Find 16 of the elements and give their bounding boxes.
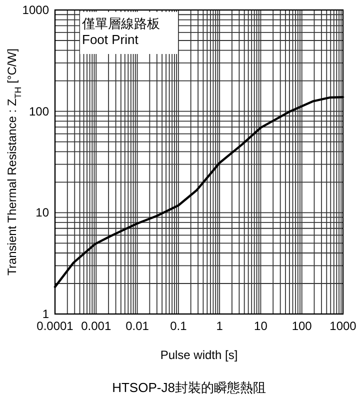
annotation: Foot Print <box>82 32 139 47</box>
x-tick-label: 0.01 <box>126 319 150 333</box>
x-tick-label: 0.1 <box>170 319 188 333</box>
x-tick-label: 10 <box>254 319 268 333</box>
annotation: 僅單層線路板 <box>81 16 160 31</box>
x-tick-label: 1 <box>216 319 224 333</box>
y-tick-label: 1 <box>42 307 50 321</box>
x-tick-label: 100 <box>292 319 312 333</box>
text: HTSOP-J8封裝的瞬態熱阻 <box>112 380 266 395</box>
y-tick-label: 100 <box>28 104 50 118</box>
y-tick-label: 1000 <box>22 3 50 17</box>
x-tick-label: 1000 <box>330 319 357 333</box>
x-tick-label: 0.001 <box>81 319 112 333</box>
x-axis-title: Pulse width [s] <box>160 348 238 362</box>
y-tick-label: 10 <box>36 206 50 220</box>
x-tick-label: 0.0001 <box>36 319 74 333</box>
